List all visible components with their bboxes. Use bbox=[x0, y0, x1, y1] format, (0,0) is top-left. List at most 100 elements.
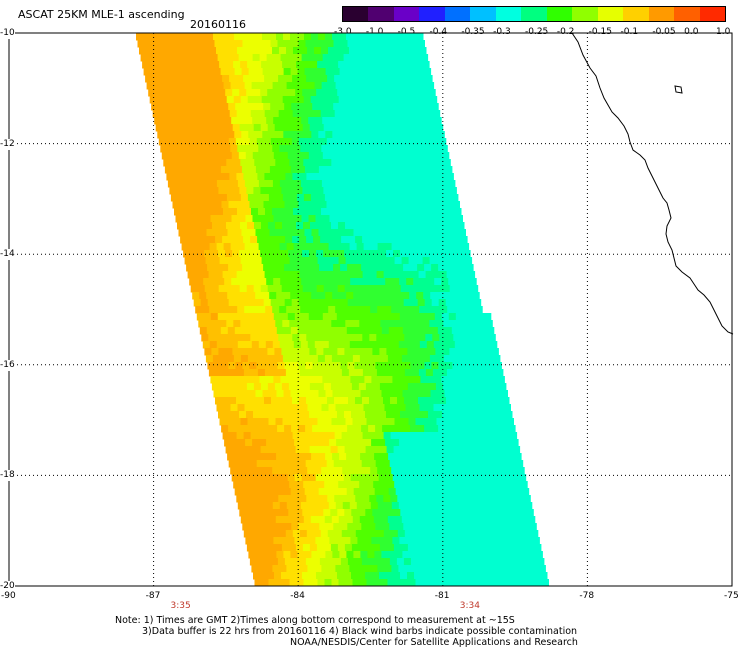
swath-cell bbox=[376, 397, 384, 405]
swath-cell bbox=[279, 467, 287, 475]
swath-cell bbox=[411, 173, 419, 181]
swath-cell bbox=[385, 54, 394, 62]
swath-cell bbox=[425, 369, 434, 377]
swath-cell bbox=[353, 229, 361, 237]
swath-cell bbox=[336, 439, 344, 447]
swath-cell bbox=[399, 376, 407, 384]
swath-cell bbox=[347, 460, 356, 468]
swath-cell bbox=[248, 390, 256, 398]
swath-cell bbox=[404, 530, 413, 538]
swath-cell bbox=[279, 243, 288, 251]
swath-cell bbox=[431, 299, 440, 307]
swath-cell bbox=[370, 404, 378, 412]
swath-cell bbox=[251, 306, 259, 314]
swath-cell bbox=[357, 152, 366, 160]
swath-cell bbox=[226, 257, 235, 265]
swath-cell bbox=[373, 481, 381, 489]
swath-cell bbox=[409, 68, 418, 76]
swath-cell bbox=[253, 509, 261, 517]
swath-cell bbox=[325, 292, 333, 300]
swath-cell bbox=[277, 362, 285, 370]
swath-cell bbox=[266, 152, 275, 160]
swath-cell bbox=[376, 432, 385, 440]
swath-cell bbox=[382, 558, 391, 566]
swath-cell bbox=[442, 509, 450, 517]
swath-cell bbox=[358, 509, 366, 517]
colorbar-swatch bbox=[648, 7, 675, 21]
note-line-1: Note: 1) Times are GMT 2)Times along bot… bbox=[115, 615, 515, 626]
swath-cell bbox=[168, 117, 176, 125]
swath-cell bbox=[418, 173, 426, 181]
swath-cell bbox=[451, 229, 459, 237]
swath-cell bbox=[237, 145, 245, 153]
colorbar-label: 0.0 bbox=[684, 27, 699, 37]
swath-cell bbox=[221, 425, 229, 433]
swath-cell bbox=[253, 544, 262, 552]
swath-cell bbox=[357, 537, 365, 545]
swath-cell bbox=[253, 124, 262, 132]
swath-cell bbox=[234, 229, 242, 237]
swath-cell bbox=[374, 488, 383, 496]
swath-cell bbox=[392, 215, 400, 223]
swath-cell bbox=[359, 320, 367, 328]
swath-cell bbox=[277, 523, 285, 531]
swath-cell bbox=[218, 89, 226, 97]
swath-cell bbox=[282, 257, 291, 265]
swath-cell bbox=[457, 257, 466, 265]
swath-cell bbox=[441, 376, 449, 384]
swath-cell bbox=[425, 271, 434, 279]
swath-cell bbox=[461, 243, 470, 251]
swath-cell bbox=[159, 75, 167, 83]
swath-cell bbox=[413, 215, 421, 223]
swath-cell bbox=[291, 264, 299, 272]
swath-cell bbox=[469, 537, 477, 545]
swath-cell bbox=[267, 411, 275, 419]
swath-cell bbox=[303, 194, 312, 202]
swath-cell bbox=[296, 579, 304, 587]
swath-cell bbox=[349, 145, 357, 153]
swath-cell bbox=[395, 33, 403, 41]
swath-cell bbox=[463, 572, 471, 580]
swath-cell bbox=[384, 467, 392, 475]
swath-cell bbox=[338, 257, 347, 265]
swath-cell bbox=[472, 292, 480, 300]
swath-cell bbox=[420, 474, 429, 482]
swath-cell bbox=[349, 47, 357, 55]
swath-cell bbox=[441, 313, 450, 321]
swath-cell bbox=[342, 306, 350, 314]
swath-cell bbox=[438, 264, 446, 272]
swath-cell bbox=[367, 488, 376, 496]
swath-cell bbox=[236, 495, 244, 503]
swath-cell bbox=[380, 418, 388, 426]
swath-cell bbox=[243, 271, 252, 279]
swath-cell bbox=[408, 257, 417, 265]
swath-cell bbox=[196, 313, 205, 321]
swath-cell bbox=[222, 432, 231, 440]
swath-cell bbox=[449, 187, 457, 195]
swath-cell bbox=[350, 376, 358, 384]
swath-cell bbox=[380, 320, 388, 328]
swath-cell bbox=[208, 334, 216, 342]
swath-cell bbox=[328, 341, 337, 349]
swath-cell bbox=[392, 54, 401, 62]
swath-cell bbox=[293, 47, 301, 55]
swath-cell bbox=[371, 376, 379, 384]
swath-cell bbox=[444, 488, 453, 496]
swath-cell bbox=[313, 110, 322, 118]
swath-cell bbox=[366, 418, 374, 426]
swath-cell bbox=[346, 229, 354, 237]
swath-cell bbox=[491, 544, 500, 552]
swath-cell bbox=[229, 75, 237, 83]
swath-cell bbox=[346, 551, 354, 559]
swath-cell bbox=[444, 390, 452, 398]
swath-cell bbox=[399, 117, 407, 125]
swath-cell bbox=[200, 264, 208, 272]
swath-cell bbox=[287, 117, 295, 125]
swath-cell bbox=[283, 551, 291, 559]
swath-cell bbox=[267, 544, 276, 552]
swath-cell bbox=[337, 544, 346, 552]
swath-cell bbox=[302, 187, 310, 195]
swath-cell bbox=[342, 404, 350, 412]
swath-cell bbox=[289, 159, 297, 167]
swath-cell bbox=[419, 208, 427, 216]
